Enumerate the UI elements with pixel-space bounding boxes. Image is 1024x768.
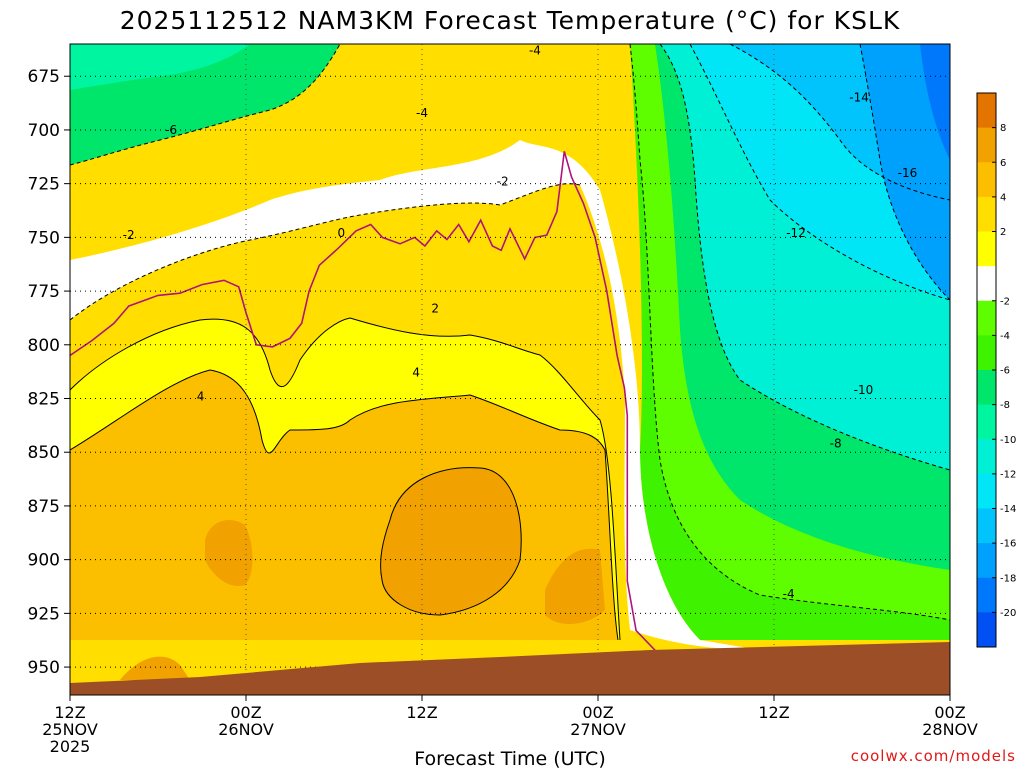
colorbar-swatch-6 xyxy=(977,300,996,336)
grid xyxy=(70,44,950,695)
band-4-to-6-west xyxy=(205,520,253,586)
y-tick-label-675: 675 xyxy=(28,67,60,87)
colorbar-swatch-2 xyxy=(977,162,996,198)
colorbar-swatch-15 xyxy=(977,612,996,648)
contour-label-2: -6 xyxy=(165,123,177,137)
zero-isotherm-line xyxy=(70,151,672,674)
contour-label-8: -12 xyxy=(786,226,806,240)
x-tick-label-60-0: 00Z xyxy=(934,703,965,722)
colorbar-label-2: 4 xyxy=(1000,192,1006,203)
colorbar-swatch-10 xyxy=(977,439,996,475)
colorbar-swatch-11 xyxy=(977,473,996,509)
colorbar-swatch-1 xyxy=(977,127,996,163)
contour-label-12: -10 xyxy=(854,383,874,397)
y-tick-label-775: 775 xyxy=(28,282,60,302)
contour-6-center xyxy=(380,467,522,616)
band-minus-16-east xyxy=(860,44,950,300)
terrain-ground xyxy=(70,642,950,695)
x-tick-label-12-1: 26NOV xyxy=(218,720,274,739)
contour-minus-10-east xyxy=(659,44,950,471)
x-tick-label-60-1: 28NOV xyxy=(922,720,978,739)
y-tick-label-850: 850 xyxy=(28,443,60,463)
y-tick-label-900: 900 xyxy=(28,551,60,571)
colorbar-label-6: -6 xyxy=(1000,366,1010,377)
band-minus-8-west xyxy=(70,44,250,90)
colorbar-label-9: -12 xyxy=(1000,469,1016,480)
contour-label-11: 4 xyxy=(197,389,205,403)
plot-frame xyxy=(69,43,951,696)
contour-4 xyxy=(70,369,619,641)
band-minus-18-east xyxy=(920,44,950,160)
contour-label-5: -2 xyxy=(497,175,509,189)
chart-title: 2025112512 NAM3KM Forecast Temperature (… xyxy=(120,6,901,35)
colorbar-swatch-9 xyxy=(977,404,996,440)
x-tick-label-0-2: 2025 xyxy=(50,737,91,756)
colorbar-swatch-13 xyxy=(977,543,996,579)
contour-label-6: -2 xyxy=(123,228,135,242)
contour-label-13: -8 xyxy=(830,437,842,451)
x-tick-label-0-0: 12Z xyxy=(54,703,85,722)
x-tick-label-0-1: 25NOV xyxy=(42,720,98,739)
colorbar-label-12: -18 xyxy=(1000,573,1016,584)
colorbar-label-10: -14 xyxy=(1000,504,1016,515)
x-tick-label-36-0: 00Z xyxy=(582,703,613,722)
contour-label-14: -4 xyxy=(783,587,795,601)
contour-label-1: -4 xyxy=(416,106,428,120)
colorbar-label-8: -10 xyxy=(1000,435,1016,446)
contour-minus-4-east xyxy=(629,44,950,621)
x-tick-label-24-0: 12Z xyxy=(406,703,437,722)
y-tick-label-875: 875 xyxy=(28,497,60,517)
contour-2 xyxy=(70,317,621,641)
colorbar-swatch-12 xyxy=(977,508,996,544)
contour-minus-14-east xyxy=(729,44,950,201)
colorbar-label-0: 8 xyxy=(1000,123,1006,134)
band-4-to-6-east xyxy=(545,548,605,625)
colorbar-label-11: -16 xyxy=(1000,539,1016,550)
y-tick-label-950: 950 xyxy=(28,658,60,678)
contour-label-0: -4 xyxy=(529,43,541,57)
x-tick-label-48-0: 12Z xyxy=(758,703,789,722)
contour-label-10: 4 xyxy=(412,366,420,380)
contour-label-3: -14 xyxy=(849,91,869,105)
contour-labels: -4 -4 -6 -14 -16 -2 -2 0 -12 2 4 4 -10 -8 -4 xyxy=(123,43,918,601)
y-tick-label-725: 725 xyxy=(28,175,60,195)
contour-minus-12-east xyxy=(689,44,950,301)
x-axis-label: Forecast Time (UTC) xyxy=(414,748,605,768)
colorbar-swatch-14 xyxy=(977,577,996,613)
colorbar-swatch-7 xyxy=(977,335,996,371)
colorbar: 8 6 4 2 -2 -4 -6 -8 -10 -12 -14 -16 -18 -20 xyxy=(976,92,1016,648)
y-tick-label-800: 800 xyxy=(28,336,60,356)
x-tick-label-36-1: 27NOV xyxy=(570,720,626,739)
colorbar-label-3: 2 xyxy=(1000,227,1006,238)
colorbar-label-1: 6 xyxy=(1000,158,1006,169)
y-axis: 675 700 725 750 775 800 825 850 875 900 925 950 xyxy=(28,67,70,678)
x-tick-label-12-0: 00Z xyxy=(230,703,261,722)
y-tick-label-825: 825 xyxy=(28,390,60,410)
colorbar-swatch-4 xyxy=(977,231,996,267)
band-4-to-6-surface xyxy=(120,656,190,680)
contour-label-4: -16 xyxy=(898,166,918,180)
colorbar-label-13: -20 xyxy=(1000,608,1016,619)
plot-area: -4 -4 -6 -14 -16 -2 -2 0 -12 2 4 4 -10 -8 -4 xyxy=(70,43,950,695)
contour-label-7: 0 xyxy=(338,226,346,240)
contour-minus-2-west xyxy=(70,183,581,321)
credit-text: coolwx.com/models xyxy=(851,747,1016,765)
colorbar-label-4: -2 xyxy=(1000,296,1010,307)
colorbar-swatch-0 xyxy=(977,93,996,129)
y-tick-label-925: 925 xyxy=(28,604,60,624)
band-4-to-6-center xyxy=(380,467,522,615)
y-tick-label-750: 750 xyxy=(28,228,60,248)
colorbar-swatch-3 xyxy=(977,196,996,232)
contour-label-9: 2 xyxy=(431,301,439,315)
colorbar-label-7: -8 xyxy=(1000,400,1010,411)
y-tick-label-700: 700 xyxy=(28,121,60,141)
contour-minus-6-west xyxy=(70,44,341,166)
contour-minus-16-east xyxy=(859,44,950,301)
colorbar-swatch-8 xyxy=(977,370,996,406)
colorbar-swatch-5 xyxy=(977,266,996,302)
colorbar-label-5: -4 xyxy=(1000,331,1010,342)
